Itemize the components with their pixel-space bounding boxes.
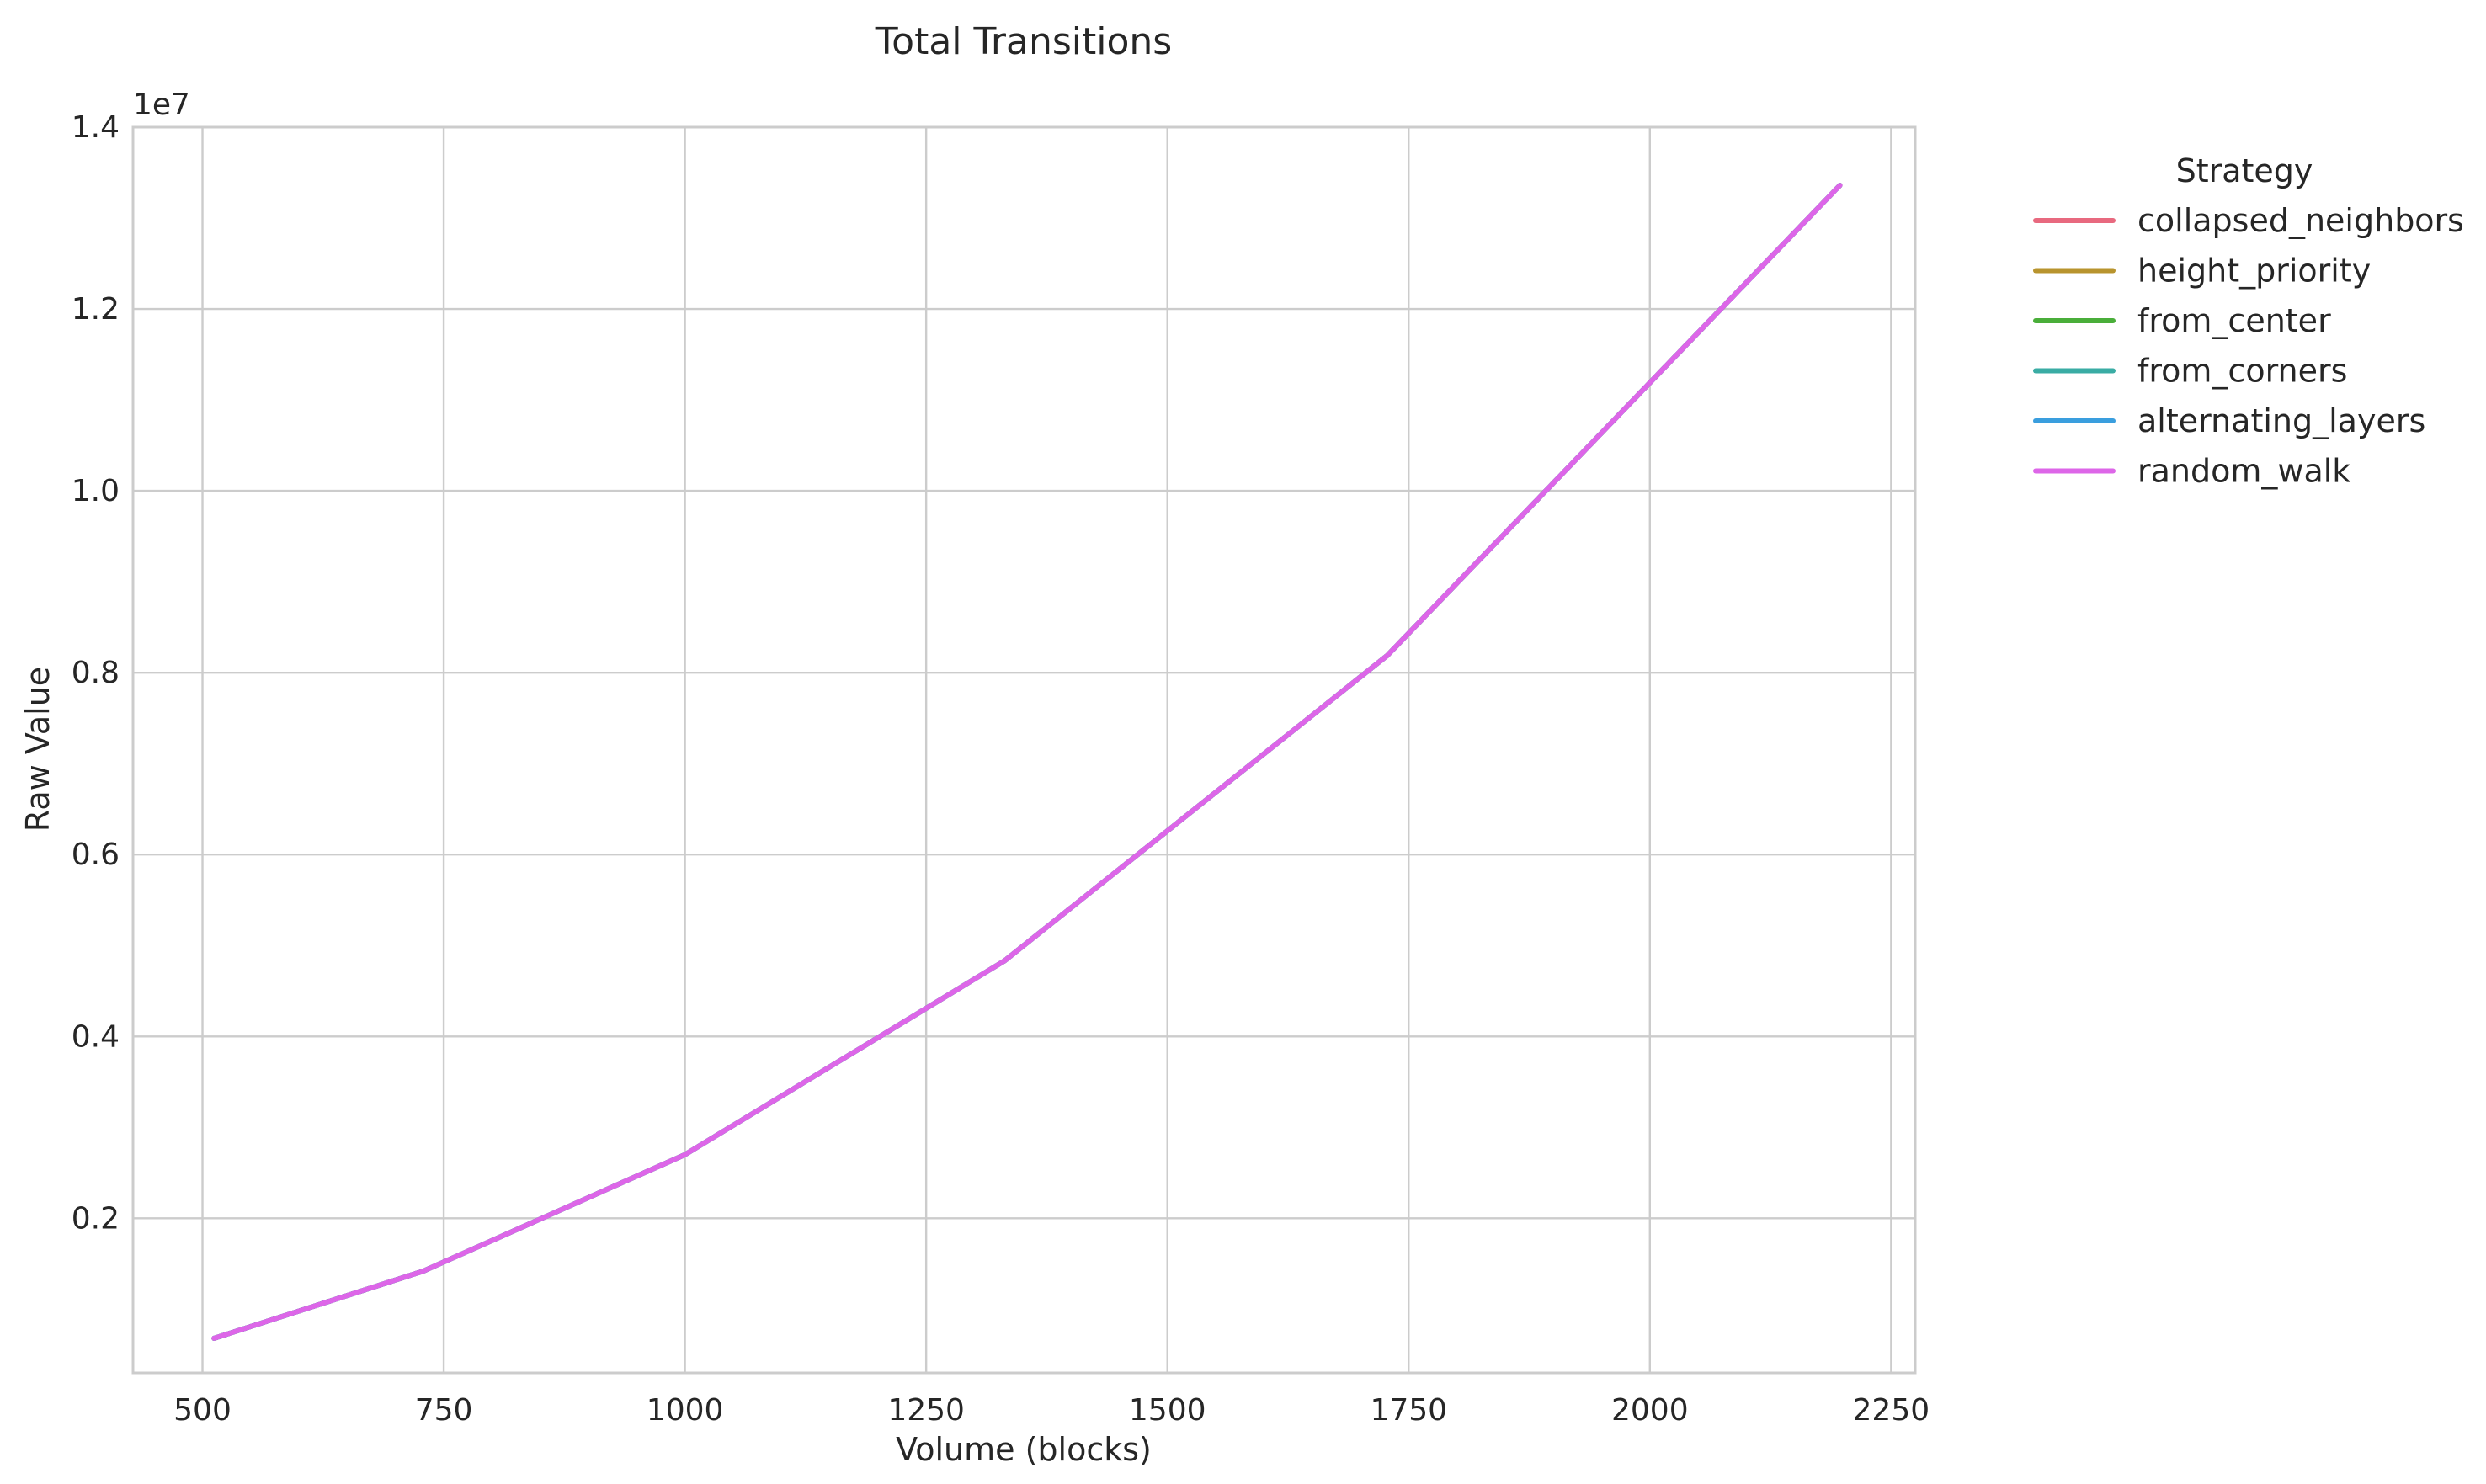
- legend-label: from_corners: [2137, 353, 2347, 390]
- plot-frame: [131, 125, 1917, 1375]
- x-tick-label: 2250: [1853, 1393, 1930, 1428]
- x-tick-label: 500: [173, 1393, 232, 1428]
- legend-item: from_center: [2033, 302, 2331, 339]
- legend-item: height_priority: [2033, 253, 2371, 290]
- legend-item: random_walk: [2033, 453, 2350, 490]
- x-tick-label: 750: [415, 1393, 473, 1428]
- y-axis-ticks: 0.2 0.4 0.6 0.8 1.0 1.2 1.4: [72, 110, 120, 1236]
- y-tick-label: 0.2: [72, 1201, 120, 1236]
- x-tick-label: 2000: [1611, 1393, 1689, 1428]
- legend-item: collapsed_neighbors: [2033, 202, 2464, 239]
- legend-item: from_corners: [2033, 353, 2347, 390]
- series-line-random-walk: [211, 183, 1843, 1341]
- y-axis-label: Raw Value: [19, 667, 56, 832]
- y-tick-label: 0.4: [72, 1019, 120, 1054]
- x-tick-label: 1750: [1370, 1393, 1447, 1428]
- plot-area: [133, 127, 1915, 1373]
- x-axis-label: Volume (blocks): [896, 1431, 1152, 1468]
- grid-lines: [133, 125, 1915, 1373]
- y-axis-offset-label: 1e7: [133, 88, 190, 122]
- x-tick-label: 1250: [887, 1393, 965, 1428]
- series-lines: [211, 183, 1843, 1341]
- y-tick-label: 1.2: [72, 292, 120, 327]
- x-tick-label: 1500: [1129, 1393, 1206, 1428]
- legend-title: Strategy: [2176, 152, 2313, 189]
- y-tick-label: 1.0: [72, 474, 120, 508]
- legend-items: collapsed_neighbors height_priority from_c…: [2033, 202, 2464, 490]
- legend: Strategy collapsed_neighbors height_prior…: [2033, 152, 2464, 490]
- plot-border: [131, 125, 1917, 1375]
- legend-label: random_walk: [2137, 453, 2350, 490]
- legend-label: height_priority: [2137, 253, 2371, 290]
- chart-title: Total Transitions: [875, 20, 1172, 63]
- x-tick-label: 1000: [647, 1393, 724, 1428]
- y-tick-label: 0.8: [72, 656, 120, 690]
- y-tick-label: 1.4: [72, 110, 120, 145]
- legend-label: alternating_layers: [2137, 402, 2425, 439]
- x-axis-ticks: 500 750 1000 1250 1500 1750 2000 2250: [173, 1393, 1930, 1428]
- y-tick-label: 0.6: [72, 838, 120, 872]
- legend-item: alternating_layers: [2033, 402, 2425, 439]
- legend-label: from_center: [2137, 302, 2331, 339]
- legend-label: collapsed_neighbors: [2137, 202, 2464, 239]
